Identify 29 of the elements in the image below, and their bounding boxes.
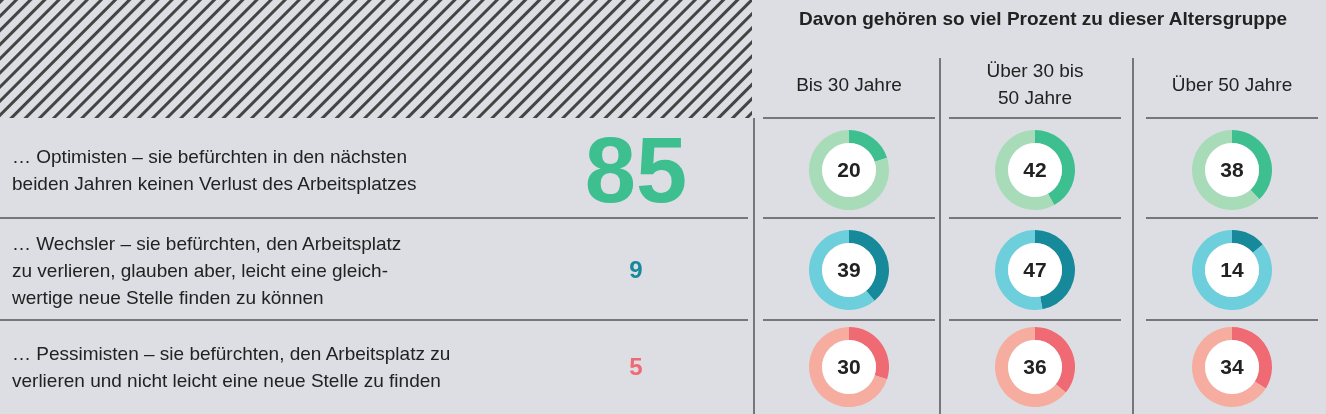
text: Über 50 Jahre xyxy=(1170,72,1294,97)
donut-slice xyxy=(1192,130,1260,210)
donut-slice xyxy=(809,230,875,310)
data-label: 5 xyxy=(628,352,644,382)
donut-slice xyxy=(1192,230,1272,310)
data-label: 85 xyxy=(583,118,689,221)
donut-slice xyxy=(1192,327,1266,407)
donut-slice xyxy=(1232,230,1263,253)
data-label: 30 xyxy=(836,355,862,379)
donut-slice xyxy=(809,130,889,210)
data-label: 42 xyxy=(1022,158,1048,182)
data-label: 39 xyxy=(836,258,862,282)
donut-slice xyxy=(809,327,888,407)
data-label: 38 xyxy=(1219,158,1245,182)
donut-slice xyxy=(995,327,1066,407)
category-label: … Optimisten – sie befürchten in den nächsten beiden Jahren keinen Verlust des Arbeitsplatzes xyxy=(12,145,418,196)
data-label: 9 xyxy=(628,255,644,285)
data-label: 20 xyxy=(836,158,862,182)
data-label: 14 xyxy=(1219,258,1245,282)
data-label: 36 xyxy=(1022,355,1048,379)
data-label: 34 xyxy=(1219,355,1245,379)
text: Davon gehören so viel Prozent zu dieser Altersgruppe xyxy=(797,8,1289,30)
data-label: 47 xyxy=(1022,258,1048,282)
text: Bis 30 Jahre xyxy=(795,72,903,97)
category-label: … Pessimisten – sie befürchten, den Arbeitsplatz zu verlieren und nicht leicht eine neue Stelle zu finden xyxy=(12,342,452,393)
donut-slice xyxy=(849,130,888,162)
donut-slice xyxy=(995,130,1055,210)
text: Über 30 bis 50 Jahre xyxy=(985,59,1085,110)
category-label: … Wechsler – sie befürchten, den Arbeitsplatz zu verlieren, glauben aber, leicht eine gleich- wertige neue Stelle finden zu können xyxy=(12,231,403,310)
